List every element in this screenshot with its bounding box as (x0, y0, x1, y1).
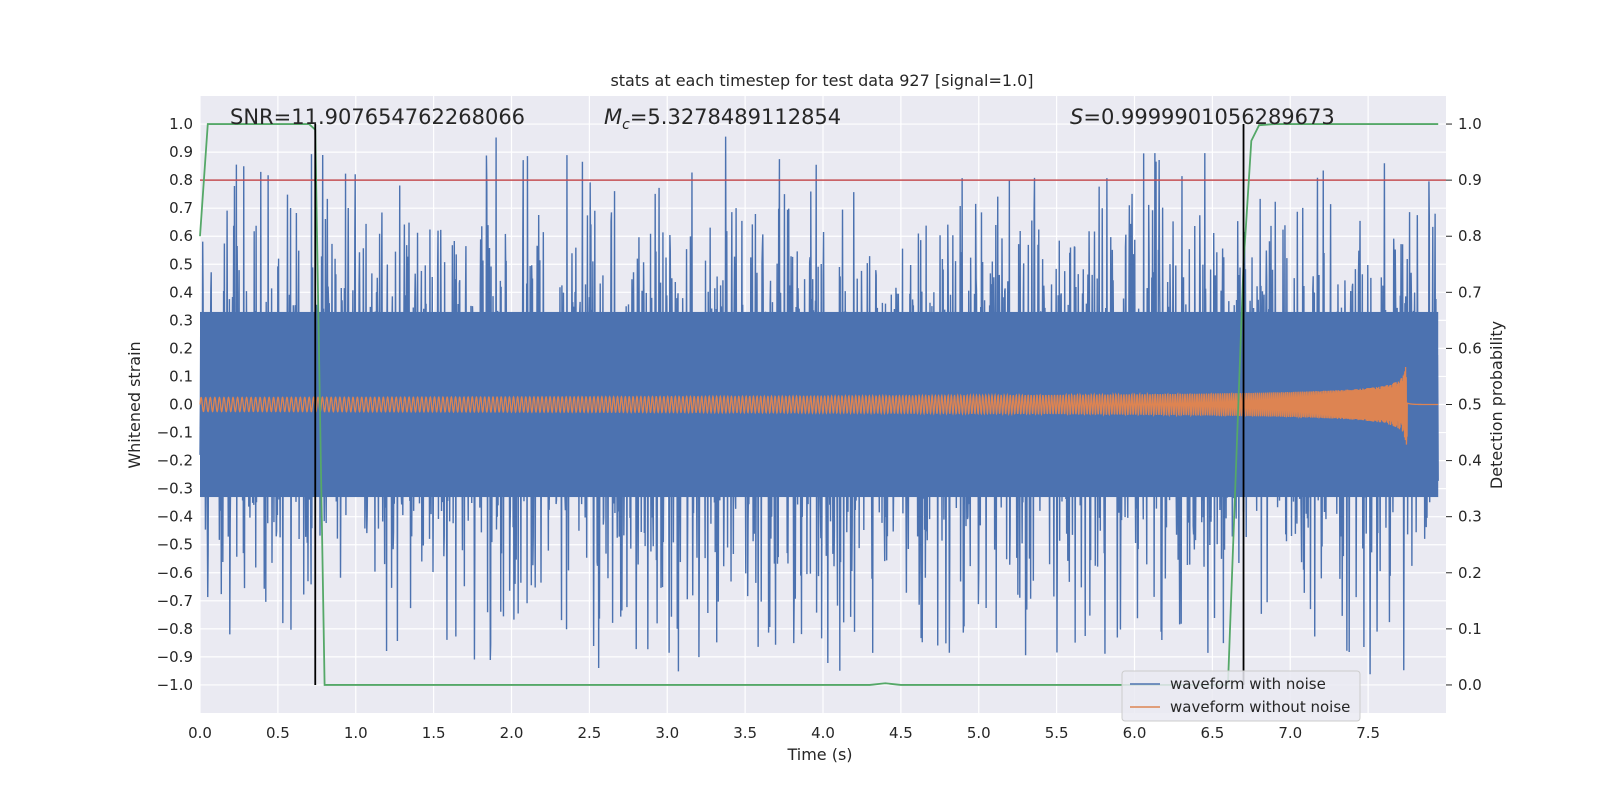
y2-tick-label: 0.7 (1458, 283, 1482, 301)
y-tick-label: 0.5 (169, 255, 193, 273)
y2-tick-label: 0.2 (1458, 564, 1482, 582)
x-tick-label: 4.5 (889, 724, 913, 742)
y-tick-label: 0.2 (169, 339, 193, 357)
y-tick-label: 0.9 (169, 143, 193, 161)
y2-tick-label: 0.1 (1458, 620, 1482, 638)
y-tick-label: 0.8 (169, 171, 193, 189)
y-tick-label: 0.1 (169, 367, 193, 385)
y2-tick-label: 0.9 (1458, 171, 1482, 189)
y-tick-label: −0.2 (157, 452, 193, 470)
y2-tick-label: 0.0 (1458, 676, 1482, 694)
x-tick-label: 6.0 (1123, 724, 1147, 742)
y-tick-label: −0.4 (157, 508, 193, 526)
legend-label-waveform-without-noise: waveform without noise (1170, 698, 1350, 716)
waveform-without-noise-line (199, 367, 1439, 445)
x-tick-label: 1.5 (422, 724, 446, 742)
y-tick-label: 0.6 (169, 227, 193, 245)
y2-tick-label: 0.3 (1458, 508, 1482, 526)
waveform-without-noise-series (199, 367, 1439, 445)
y-tick-label: 0.3 (169, 311, 193, 329)
y-tick-label: 1.0 (169, 115, 193, 133)
y2-tick-label: 0.5 (1458, 396, 1482, 414)
y-tick-label: −0.1 (157, 424, 193, 442)
detection-probability-line (199, 123, 1439, 686)
x-tick-label: 6.5 (1200, 724, 1224, 742)
y-tick-label: −1.0 (157, 676, 193, 694)
x-tick-label: 1.0 (344, 724, 368, 742)
y2-tick-label: 1.0 (1458, 115, 1482, 133)
x-tick-label: 4.0 (811, 724, 835, 742)
chart-title: stats at each timestep for test data 927… (610, 71, 1033, 90)
x-tick-label: 7.0 (1278, 724, 1302, 742)
y2-axis-label: Detection probability (1487, 321, 1506, 489)
snr-annotation: SNR=11.907654762268066 (230, 105, 525, 129)
y-tick-label: 0.7 (169, 199, 193, 217)
legend: waveform with noise waveform without noi… (1121, 670, 1361, 722)
legend-label-waveform-with-noise: waveform with noise (1170, 675, 1326, 693)
x-tick-label: 5.5 (1045, 724, 1069, 742)
x-tick-label: 0.5 (266, 724, 290, 742)
x-tick-label: 3.5 (733, 724, 757, 742)
y-tick-label: −0.3 (157, 480, 193, 498)
y-tick-label: 0.0 (169, 396, 193, 414)
y-tick-label: −0.8 (157, 620, 193, 638)
x-tick-label: 7.5 (1356, 724, 1380, 742)
chirp-mass-annotation: Mc=5.3278489112854 (604, 105, 841, 133)
x-tick-label: 2.5 (577, 724, 601, 742)
y-tick-label: 0.4 (169, 283, 193, 301)
y2-tick-label: 0.4 (1458, 452, 1482, 470)
y-tick-label: −0.5 (157, 536, 193, 554)
y-tick-label: −0.9 (157, 648, 193, 666)
x-axis-label: Time (s) (786, 745, 852, 764)
x-tick-label: 0.0 (188, 724, 212, 742)
x-tick-label: 3.0 (655, 724, 679, 742)
y-tick-label: −0.6 (157, 564, 193, 582)
x-tick-label: 5.0 (967, 724, 991, 742)
y-tick-label: −0.7 (157, 592, 193, 610)
y-axis-label: Whitened strain (125, 341, 144, 468)
y2-tick-label: 0.8 (1458, 227, 1482, 245)
x-tick-label: 2.0 (500, 724, 524, 742)
detection-score-annotation: S=0.9999901056289673 (1070, 105, 1335, 129)
y2-tick-label: 0.6 (1458, 339, 1482, 357)
